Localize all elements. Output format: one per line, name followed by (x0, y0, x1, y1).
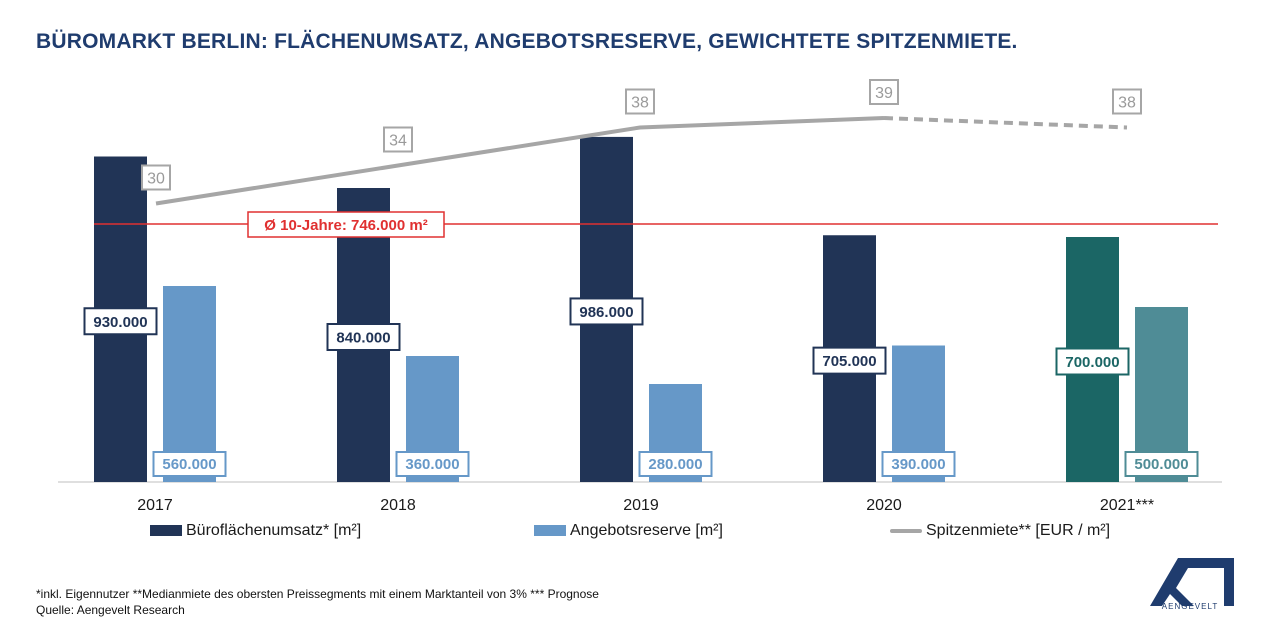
legend-label-miete: Spitzenmiete** [EUR / m²] (926, 522, 1111, 539)
legend-swatch-angebot (534, 525, 566, 537)
line-spitzenmiete (155, 116, 885, 206)
data-label-buero: 705.000 (822, 353, 876, 370)
data-label-box-miete (869, 79, 899, 105)
legend-swatch-miete (890, 528, 922, 533)
data-label-box-buero (326, 323, 401, 351)
data-label-miete: 30 (147, 171, 165, 188)
x-tick-label: 2021*** (1100, 497, 1154, 514)
data-label-box-angebot (395, 451, 470, 477)
legend-label-buero: Büroflächenumsatz* [m²] (186, 522, 362, 539)
data-label-miete: 38 (631, 95, 649, 112)
reference-label: Ø 10-Jahre: 746.000 m² (264, 217, 427, 234)
footnote: *inkl. Eigennutzer **Medianmiete des obe… (36, 587, 599, 601)
data-label-miete: 34 (389, 133, 407, 150)
data-label-box-angebot (638, 451, 713, 477)
data-label-buero: 930.000 (93, 314, 147, 331)
data-label-angebot: 390.000 (891, 456, 945, 473)
data-label-box-angebot (152, 451, 227, 477)
legend-label-angebot: Angebotsreserve [m²] (570, 522, 723, 539)
data-label-angebot: 280.000 (648, 456, 702, 473)
data-label-box-buero (83, 307, 158, 336)
legend-item-miete: Spitzenmiete** [EUR / m²] (890, 522, 1110, 540)
data-label-box-miete (625, 88, 655, 115)
data-label-box-miete (1112, 88, 1142, 115)
data-label-box-buero (569, 297, 644, 326)
data-label-angebot: 500.000 (1134, 456, 1188, 473)
x-tick-label: 2018 (380, 497, 416, 514)
data-label-box-angebot (1124, 451, 1199, 477)
data-label-miete: 39 (875, 85, 893, 102)
data-label-angebot: 560.000 (162, 456, 216, 473)
data-label-box-buero (1055, 347, 1130, 376)
data-label-box-buero (812, 346, 887, 375)
x-tick-label: 2020 (866, 497, 902, 514)
data-label-box-angebot (881, 451, 956, 477)
data-label-angebot: 360.000 (405, 456, 459, 473)
x-tick-label: 2017 (137, 497, 173, 514)
legend-item-buero: Büroflächenumsatz* [m²] (150, 522, 361, 540)
x-tick-label: 2019 (623, 497, 659, 514)
aengevelt-logo (1150, 558, 1234, 606)
legend-item-angebot: Angebotsreserve [m²] (534, 522, 723, 540)
chart-title: BÜROMARKT BERLIN: FLÄCHENUMSATZ, ANGEBOT… (36, 30, 1018, 53)
data-label-buero: 986.000 (579, 304, 633, 321)
reference-label-box (247, 211, 445, 238)
data-label-miete: 38 (1118, 95, 1136, 112)
data-label-buero: 840.000 (336, 330, 390, 347)
source-note: Quelle: Aengevelt Research (36, 603, 185, 617)
data-label-box-miete (141, 164, 171, 191)
line-spitzenmiete-forecast (883, 116, 1128, 130)
legend-swatch-buero (150, 525, 182, 537)
data-label-buero: 700.000 (1065, 354, 1119, 371)
logo-text: AENGEVELT (1161, 602, 1219, 611)
data-label-box-miete (383, 126, 413, 153)
bar-angebot-0 (163, 286, 216, 482)
